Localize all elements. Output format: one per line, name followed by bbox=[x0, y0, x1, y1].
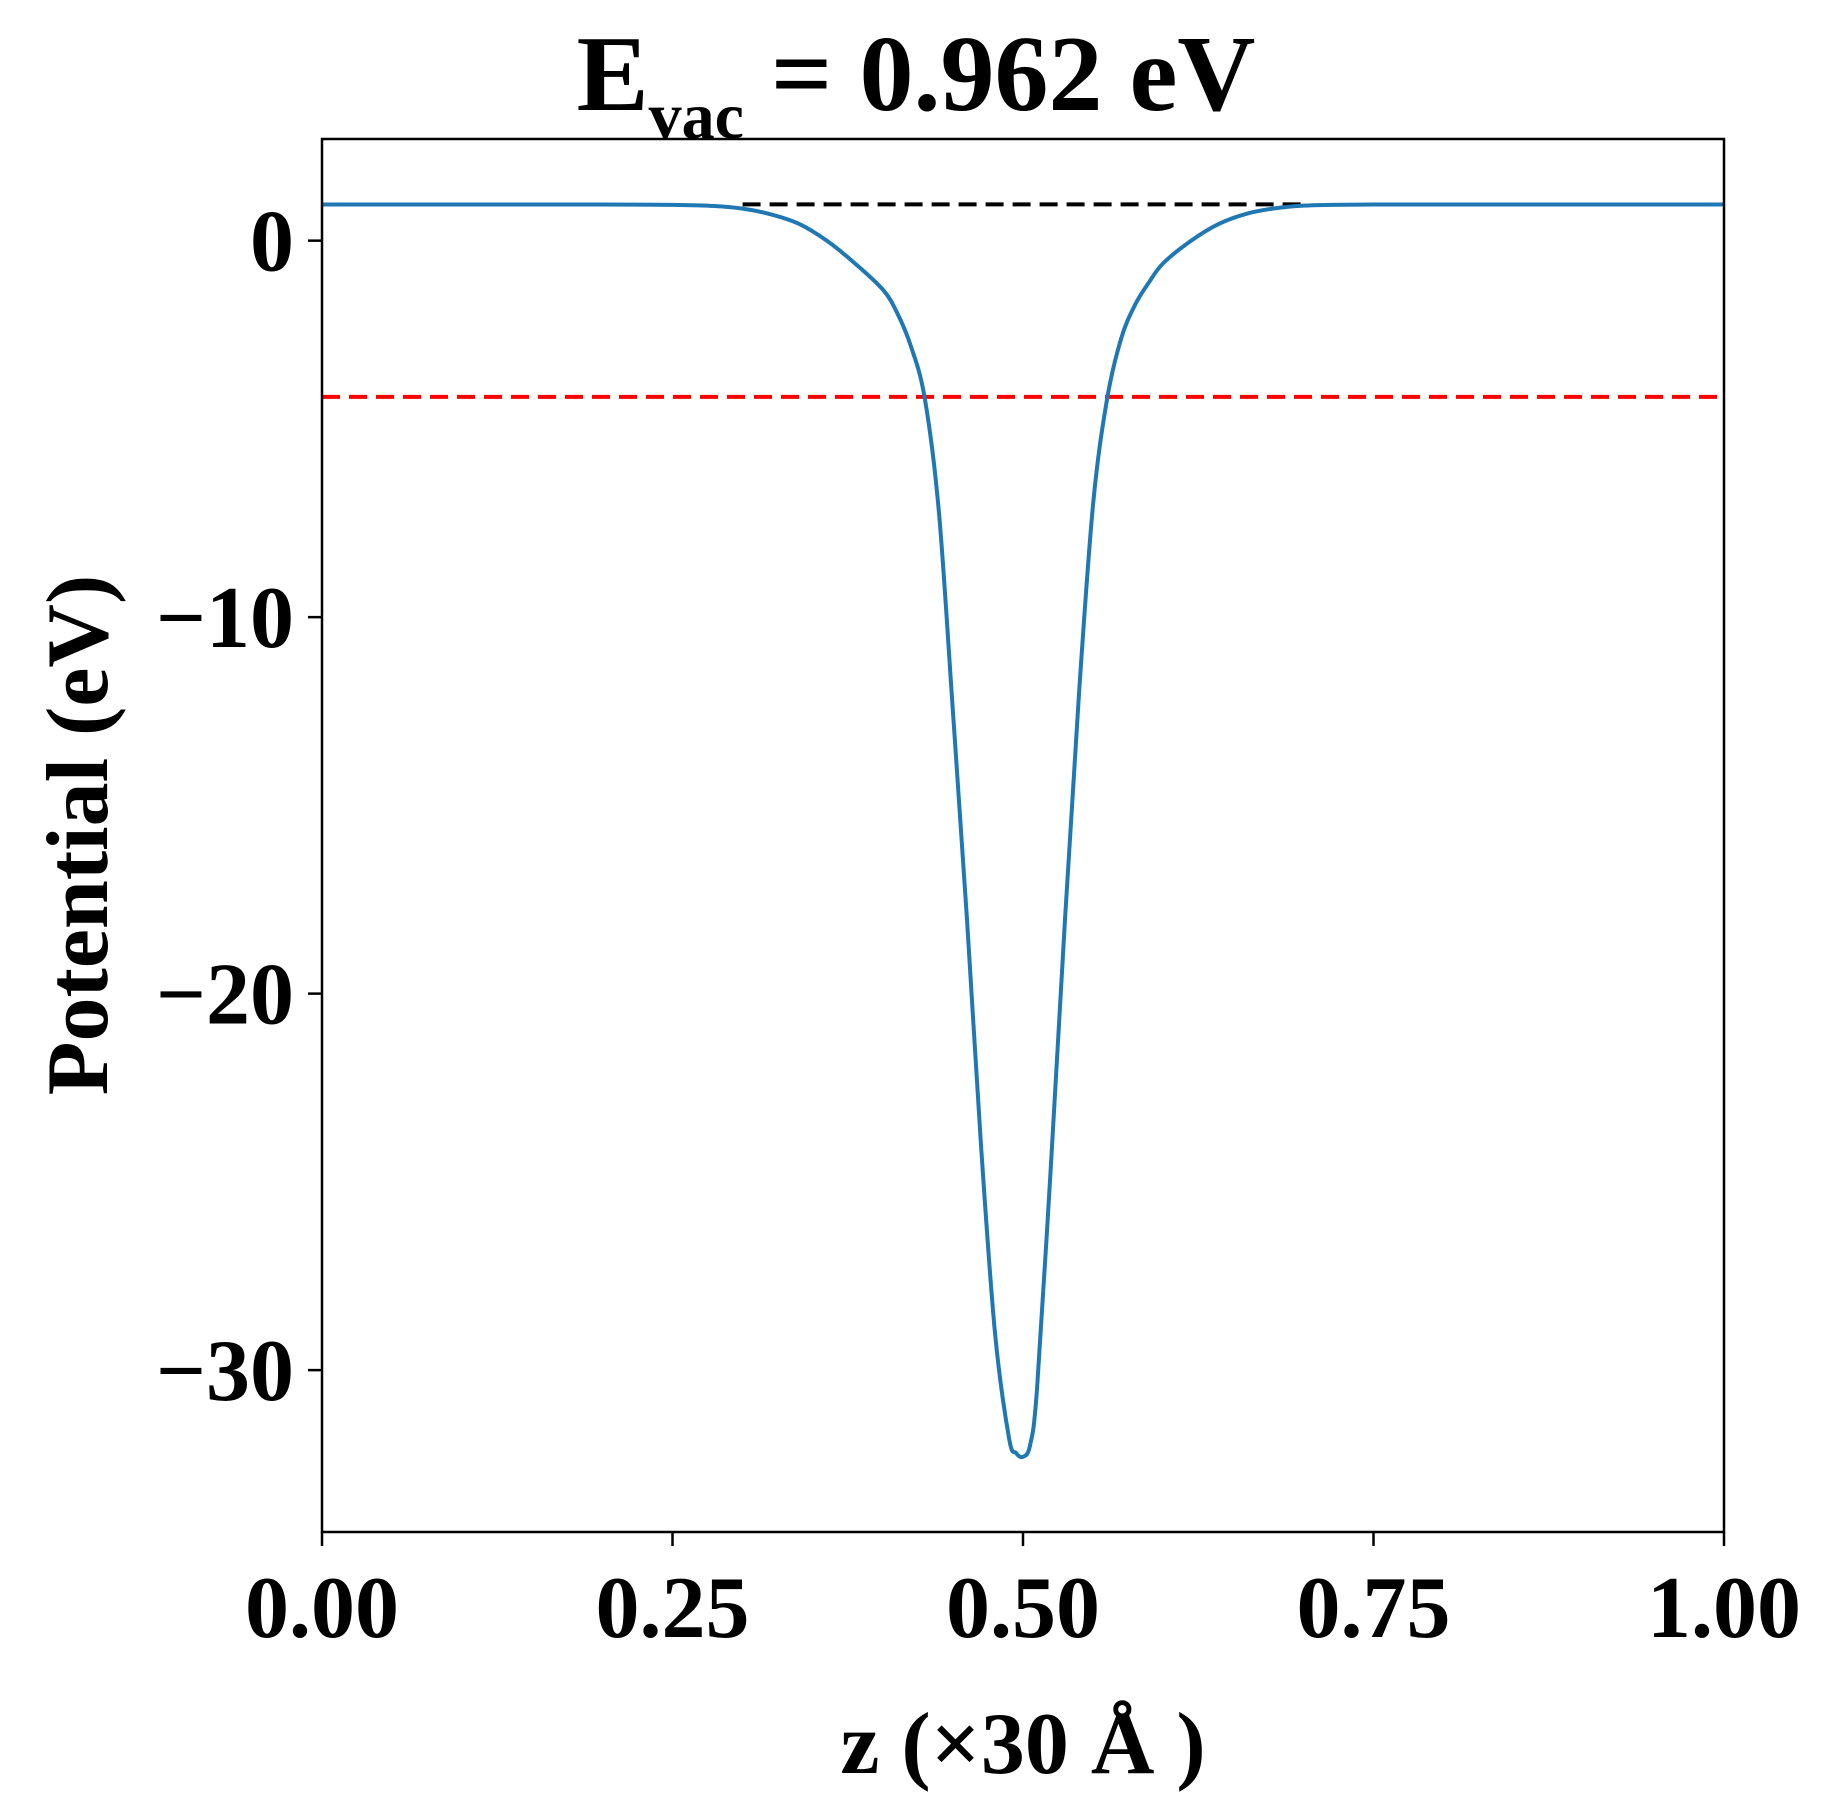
y-axis-label: Potential (eV) bbox=[30, 575, 127, 1095]
potential-series-line bbox=[322, 202, 1724, 1460]
y-tick-label: −10 bbox=[156, 570, 294, 667]
x-axis-label: z (×30 Å ) bbox=[840, 1696, 1205, 1793]
plot-frame bbox=[320, 137, 1726, 1534]
x-tick-label: 1.00 bbox=[1647, 1560, 1801, 1657]
title-subscript: vac bbox=[649, 80, 744, 153]
x-tick-label: 0.00 bbox=[245, 1560, 399, 1657]
chart-title: Evac = 0.962 eV bbox=[577, 15, 1256, 153]
title-main: E bbox=[577, 15, 649, 134]
y-tick-label: 0 bbox=[250, 194, 294, 291]
x-tick-label: 0.50 bbox=[946, 1560, 1100, 1657]
x-tick-label: 0.75 bbox=[1297, 1560, 1451, 1657]
y-tick-label: −30 bbox=[156, 1323, 294, 1420]
title-rest: = 0.962 eV bbox=[744, 15, 1255, 134]
x-tick-label: 0.25 bbox=[596, 1560, 750, 1657]
y-tick-label: −20 bbox=[156, 947, 294, 1044]
